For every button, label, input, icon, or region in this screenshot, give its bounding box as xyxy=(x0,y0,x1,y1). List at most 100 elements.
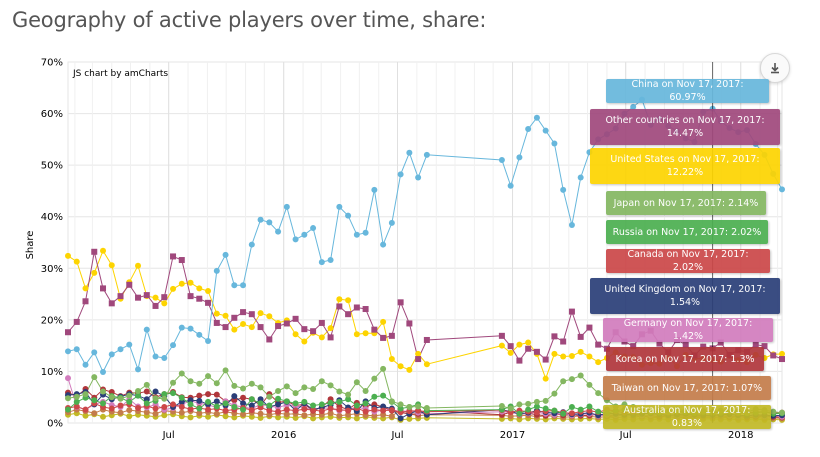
data-point-russia xyxy=(516,410,523,417)
data-point-canada xyxy=(266,407,273,414)
data-point-other-countries xyxy=(310,328,317,335)
data-point-japan xyxy=(82,391,89,398)
data-point-other-countries xyxy=(91,248,98,255)
data-point-korea xyxy=(205,391,212,398)
data-point-united-states xyxy=(568,352,575,359)
data-point-taiwan xyxy=(507,413,514,420)
data-point-russia xyxy=(310,402,317,409)
data-point-korea xyxy=(143,388,150,395)
data-point-japan xyxy=(231,382,238,389)
data-point-china xyxy=(117,346,124,353)
data-point-russia xyxy=(621,406,628,413)
data-point-china xyxy=(752,140,759,147)
data-point-russia xyxy=(283,398,290,405)
data-point-other-countries xyxy=(525,345,532,352)
data-point-other-countries xyxy=(595,341,602,348)
chart-credit[interactable]: JS chart by amCharts xyxy=(72,69,168,79)
data-point-japan xyxy=(586,381,593,388)
data-point-canada xyxy=(170,401,177,408)
data-point-russia xyxy=(213,403,220,410)
y-tick-label: 40% xyxy=(41,212,63,223)
data-point-canada xyxy=(178,404,185,411)
data-point-united-states xyxy=(647,360,654,367)
data-point-canada xyxy=(345,407,352,414)
data-point-china xyxy=(327,257,334,264)
data-point-japan xyxy=(665,409,672,416)
data-point-united-states xyxy=(100,247,107,254)
data-point-china xyxy=(630,103,637,110)
data-point-taiwan xyxy=(327,410,334,417)
download-button[interactable] xyxy=(760,53,790,83)
data-point-other-countries xyxy=(152,302,159,309)
data-point-china xyxy=(397,171,404,178)
data-point-united-states xyxy=(91,269,98,276)
data-point-japan xyxy=(371,375,378,382)
data-point-other-countries xyxy=(143,292,150,299)
data-point-other-countries xyxy=(700,343,707,350)
data-point-china xyxy=(135,366,142,373)
data-point-china xyxy=(143,326,150,333)
data-point-china xyxy=(213,267,220,274)
data-point-japan xyxy=(310,385,317,392)
data-point-russia xyxy=(380,392,387,399)
data-point-taiwan xyxy=(388,413,395,420)
data-point-australia xyxy=(161,412,168,419)
data-point-other-countries xyxy=(222,324,229,331)
data-point-china xyxy=(735,129,742,136)
data-point-japan xyxy=(100,388,107,395)
data-point-russia xyxy=(135,392,142,399)
data-point-japan xyxy=(117,395,124,402)
data-point-united-kingdom xyxy=(152,388,159,395)
data-point-china xyxy=(621,110,628,117)
data-point-other-countries xyxy=(126,281,133,288)
data-point-china xyxy=(170,342,177,349)
data-point-other-countries xyxy=(380,334,387,341)
data-point-russia xyxy=(542,405,549,412)
data-point-united-states xyxy=(65,252,71,259)
data-point-russia xyxy=(178,394,185,401)
data-point-other-countries xyxy=(135,294,142,301)
data-point-china xyxy=(612,125,619,132)
data-point-russia xyxy=(100,400,107,407)
data-point-other-countries xyxy=(717,339,724,346)
data-point-taiwan xyxy=(257,410,264,417)
data-point-taiwan xyxy=(178,409,185,416)
data-point-japan xyxy=(178,370,185,377)
data-point-canada xyxy=(388,407,395,414)
data-point-taiwan xyxy=(143,409,150,416)
data-point-canada xyxy=(152,405,159,412)
data-point-united-kingdom xyxy=(187,397,194,404)
x-tick-label: Jul xyxy=(619,430,632,441)
data-point-taiwan xyxy=(283,411,290,418)
data-point-united-states xyxy=(231,326,238,333)
data-point-japan xyxy=(726,406,733,413)
data-point-china xyxy=(673,128,680,135)
data-point-china xyxy=(568,221,575,228)
data-point-japan xyxy=(135,388,142,395)
data-point-other-countries xyxy=(353,304,360,311)
data-point-united-states xyxy=(507,349,514,356)
y-tick-label: 50% xyxy=(41,161,63,172)
data-point-china xyxy=(761,151,768,158)
data-point-taiwan xyxy=(345,411,352,418)
data-point-russia xyxy=(318,401,325,408)
data-point-united-states xyxy=(170,285,177,292)
data-point-united-states xyxy=(586,353,593,360)
data-point-china xyxy=(577,174,584,181)
data-point-japan xyxy=(621,401,628,408)
data-point-china xyxy=(700,109,707,116)
data-point-russia xyxy=(560,410,567,417)
y-tick-label: 30% xyxy=(41,264,63,275)
data-point-china xyxy=(82,361,89,368)
data-point-japan xyxy=(673,406,680,413)
data-point-other-countries xyxy=(638,331,645,338)
data-point-japan xyxy=(65,395,71,402)
data-point-canada xyxy=(327,405,334,412)
data-point-taiwan xyxy=(196,410,203,417)
data-point-japan xyxy=(336,388,343,395)
data-point-russia xyxy=(222,400,229,407)
data-point-japan xyxy=(423,405,430,412)
data-point-china xyxy=(586,149,593,156)
data-point-united-states xyxy=(397,363,404,370)
data-point-united-states xyxy=(752,351,759,358)
